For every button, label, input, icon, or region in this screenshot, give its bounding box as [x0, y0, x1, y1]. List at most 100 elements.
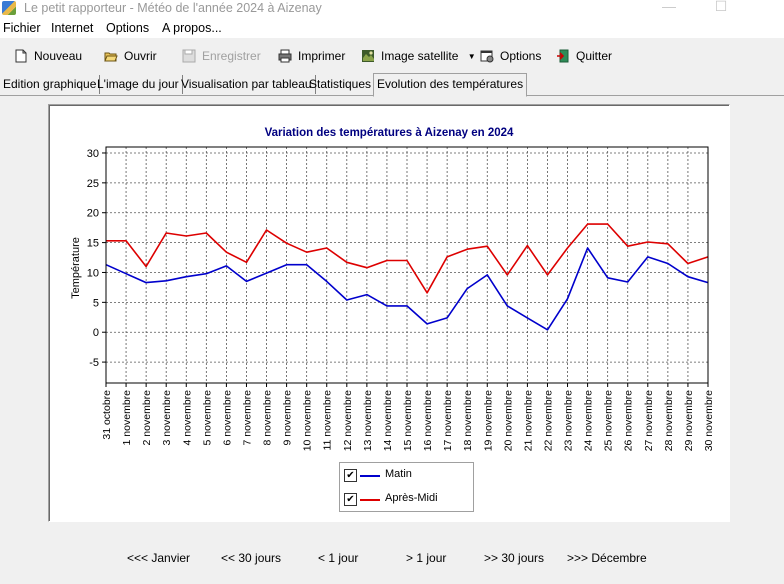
menu-fichier[interactable]: Fichier	[3, 21, 41, 35]
nav-minus1-button[interactable]: < 1 jour	[318, 551, 359, 565]
y-tick-label: 30	[87, 148, 99, 160]
new-document-icon	[15, 49, 27, 63]
legend-apres-midi-label: Après-Midi	[385, 492, 438, 504]
legend-matin-swatch	[360, 475, 380, 477]
chart-grid	[106, 147, 708, 383]
y-tick-label: 5	[93, 297, 99, 309]
x-tick-label: 6 novembre	[221, 390, 233, 446]
tab-statistiques[interactable]: Statistiques	[306, 75, 376, 94]
chart-panel: Variation des températures à Aizenay en …	[48, 104, 730, 522]
x-tick-label: 20 novembre	[502, 390, 514, 451]
tab-bar: Edition graphique L'image du jour Visual…	[0, 73, 784, 97]
save-disk-icon	[182, 49, 196, 63]
tab-edition-graphique[interactable]: Edition graphique	[0, 75, 101, 94]
x-tick-label: 21 novembre	[522, 390, 534, 451]
dropdown-arrow-icon[interactable]: ▼	[467, 52, 476, 61]
series-line-apres-midi	[106, 223, 709, 294]
x-tick-label: 23 novembre	[563, 390, 575, 451]
y-tick-label: 15	[87, 238, 99, 250]
nav-plus1-button[interactable]: > 1 jour	[406, 551, 447, 565]
ouvrir-label: Ouvrir	[124, 49, 157, 63]
y-tick-label: 0	[93, 327, 99, 339]
title-bar: Le petit rapporteur - Météo de l'année 2…	[0, 0, 784, 18]
x-tick-label: 7 novembre	[241, 390, 253, 446]
legend-apres-midi-swatch	[360, 499, 380, 501]
ouvrir-button[interactable]: Ouvrir	[104, 47, 157, 65]
options-window-icon	[480, 50, 494, 63]
y-tick-label: 25	[87, 178, 99, 190]
options-label: Options	[500, 49, 542, 63]
nouveau-button[interactable]: Nouveau	[14, 47, 82, 65]
temperature-chart: Variation des températures à Aizenay en …	[70, 127, 715, 451]
x-tick-label: 1 novembre	[121, 390, 133, 446]
window-title: Le petit rapporteur - Météo de l'année 2…	[24, 1, 322, 15]
x-tick-label: 5 novembre	[201, 390, 213, 446]
x-tick-label: 19 novembre	[482, 390, 494, 451]
x-tick-label: 17 novembre	[442, 390, 454, 451]
toolbar: Nouveau Ouvrir Enregistrer Imprimer Imag…	[0, 40, 784, 72]
x-tick-label: 4 novembre	[181, 390, 193, 446]
x-tick-label: 18 novembre	[462, 390, 474, 451]
x-tick-label: 11 novembre	[322, 390, 334, 451]
x-tick-label: 10 novembre	[302, 390, 314, 451]
x-tick-label: 26 novembre	[623, 390, 635, 451]
quitter-button[interactable]: Quitter	[556, 47, 612, 65]
app-icon	[2, 1, 16, 15]
options-button[interactable]: Options	[480, 47, 541, 65]
exit-door-icon	[557, 49, 569, 63]
x-tick-label: 3 novembre	[161, 390, 173, 446]
x-tick-label: 25 novembre	[603, 390, 615, 451]
y-tick-label: 10	[87, 267, 99, 279]
chart-series	[105, 223, 709, 331]
chart-legend: ✔ Matin ✔ Après-Midi	[339, 462, 474, 512]
menu-internet[interactable]: Internet	[51, 21, 94, 35]
x-tick-label: 30 novembre	[703, 390, 715, 451]
x-tick-label: 16 novembre	[422, 390, 434, 451]
x-tick-label: 31 octobre	[101, 390, 113, 440]
maximize-icon[interactable]: ☐	[714, 0, 728, 14]
satellite-image-icon	[362, 50, 374, 62]
y-axis-label: Température	[70, 237, 82, 299]
imprimer-label: Imprimer	[298, 49, 346, 63]
nav-plus30-button[interactable]: >> 30 jours	[484, 551, 545, 565]
menu-bar: Fichier Internet Options A propos...	[0, 18, 784, 38]
printer-icon	[278, 49, 292, 63]
tab-visualisation-tableau[interactable]: Visualisation par tableau	[178, 75, 316, 94]
x-tick-label: 29 novembre	[683, 390, 695, 451]
x-tick-label: 27 novembre	[643, 390, 655, 451]
enregistrer-label: Enregistrer	[202, 49, 261, 63]
nav-janvier-button[interactable]: <<< Janvier	[127, 551, 191, 565]
menu-a-propos[interactable]: A propos...	[162, 21, 222, 35]
y-tick-label: -5	[89, 357, 99, 369]
menu-options[interactable]: Options	[106, 21, 150, 35]
imprimer-button[interactable]: Imprimer	[278, 47, 345, 65]
image-satellite-label: Image satellite	[381, 49, 459, 63]
x-tick-label: 13 novembre	[362, 390, 374, 451]
x-tick-label: 8 novembre	[262, 390, 274, 446]
nav-decembre-button[interactable]: >>> Décembre	[567, 551, 647, 565]
x-tick-label: 28 novembre	[663, 390, 675, 451]
x-tick-label: 14 novembre	[382, 390, 394, 451]
minimize-icon[interactable]: —	[662, 0, 676, 14]
image-satellite-button[interactable]: Image satellite ▼	[361, 47, 476, 65]
legend-matin-checkbox[interactable]: ✔	[344, 469, 357, 482]
series-line-matin	[105, 247, 709, 331]
y-axis-ticks: -5 0 5 10 15 20 25 30	[87, 148, 106, 369]
tab-image-du-jour[interactable]: L'image du jour	[94, 75, 183, 94]
enregistrer-button[interactable]: Enregistrer	[182, 47, 261, 65]
tab-evolution-temperatures[interactable]: Evolution des températures	[373, 73, 528, 97]
x-tick-label: 24 novembre	[583, 390, 595, 451]
nouveau-label: Nouveau	[34, 49, 83, 63]
chart-title: Variation des températures à Aizenay en …	[265, 127, 514, 139]
x-axis-ticks: 31 octobre 1 novembre 2 novembre 3 novembre…	[101, 383, 715, 451]
legend-apres-midi-checkbox[interactable]: ✔	[344, 493, 357, 506]
quitter-label: Quitter	[576, 49, 613, 63]
x-tick-label: 12 novembre	[342, 390, 354, 451]
plot-frame	[105, 146, 709, 384]
nav-minus30-button[interactable]: << 30 jours	[221, 551, 282, 565]
legend-matin-label: Matin	[385, 468, 412, 480]
x-tick-label: 2 novembre	[141, 390, 153, 446]
open-folder-icon	[104, 52, 118, 62]
x-tick-label: 22 novembre	[542, 390, 554, 451]
y-tick-label: 20	[87, 208, 99, 220]
